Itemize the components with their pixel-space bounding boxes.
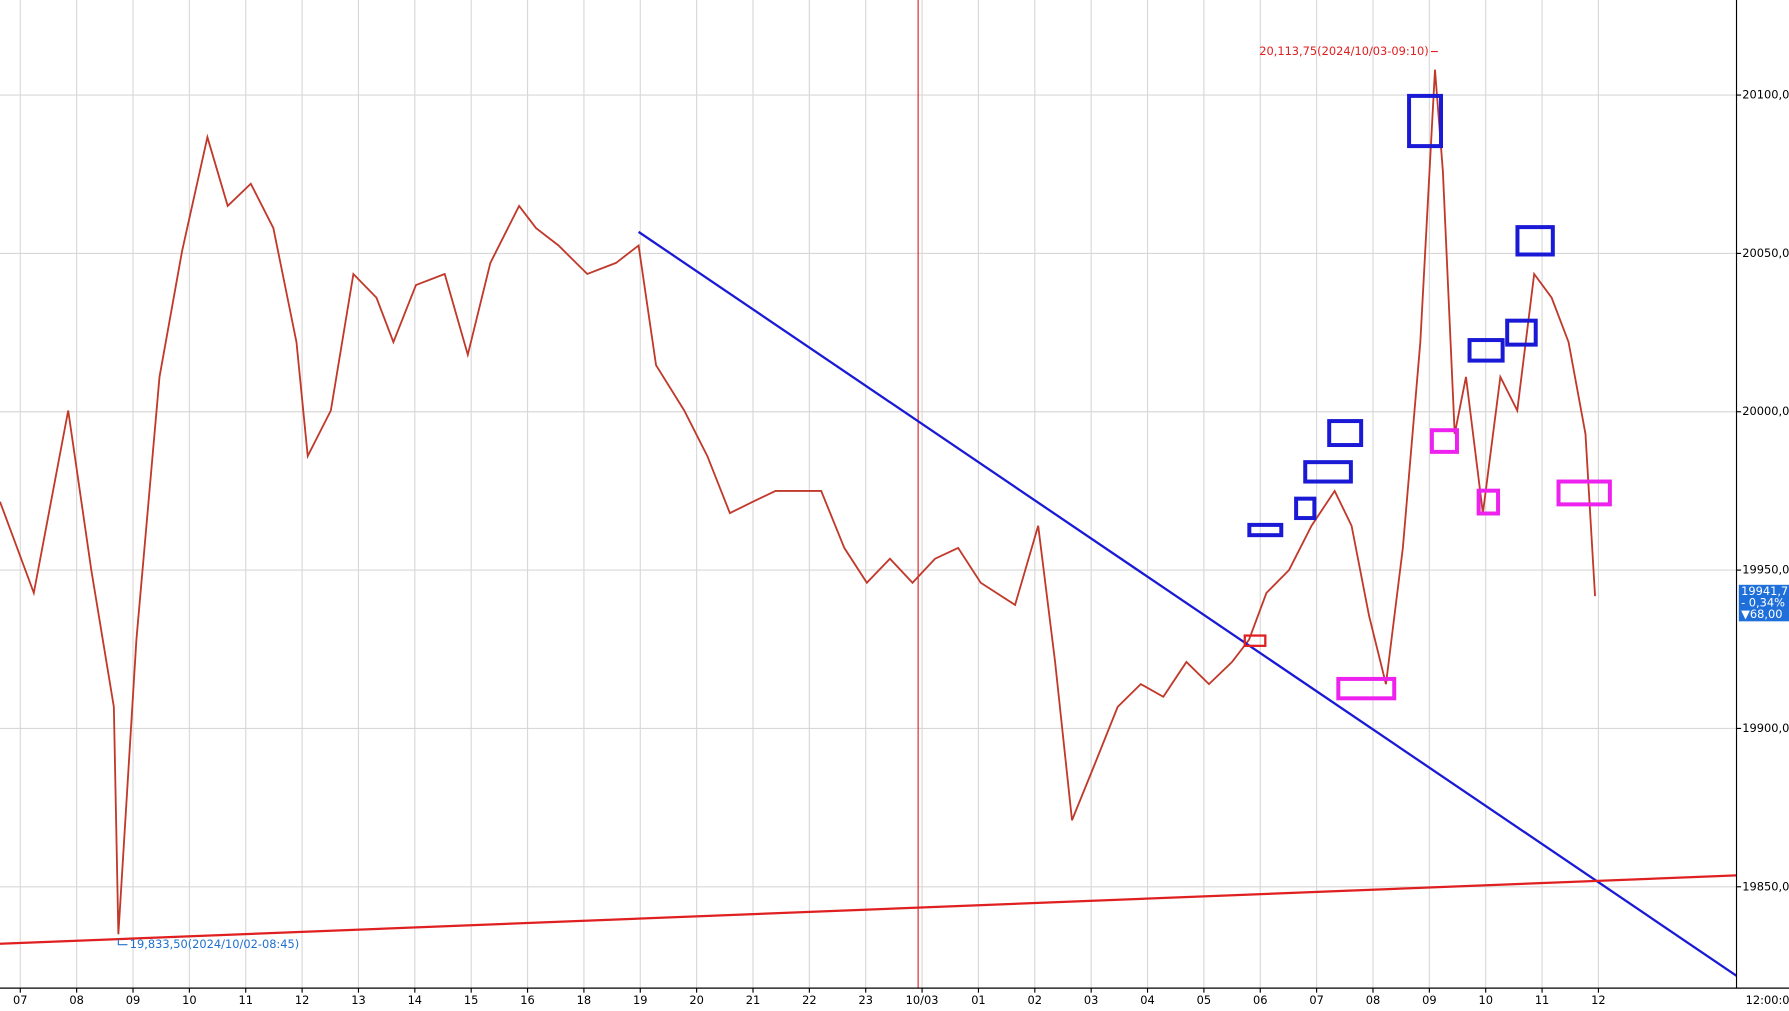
x-tick-label: 15 — [464, 993, 479, 1007]
box — [1327, 419, 1364, 448]
box — [1515, 225, 1555, 257]
x-tick-label: 09 — [126, 993, 141, 1007]
y-tick-label: 20000,00 — [1742, 404, 1789, 418]
trend-line — [0, 874, 1737, 945]
box — [1294, 496, 1317, 521]
x-tick-label: 07 — [1309, 993, 1324, 1007]
x-tick-label: 10 — [182, 993, 197, 1007]
box — [1247, 522, 1284, 538]
x-tick-label: 12 — [295, 993, 309, 1007]
x-tick-label: 08 — [1366, 993, 1381, 1007]
y-tick-label: 19850,00 — [1742, 879, 1789, 893]
x-tick-label: 02 — [1028, 993, 1043, 1007]
box — [1429, 428, 1459, 454]
box — [1303, 460, 1353, 484]
x-tick-label: 18 — [577, 993, 592, 1007]
x-tick-label: 14 — [408, 993, 423, 1007]
x-tick-label: 22 — [802, 993, 817, 1007]
annotation-leader — [117, 939, 128, 946]
last-price-box — [1738, 584, 1789, 622]
last-price: 19941,75 — [1741, 584, 1789, 598]
x-tick-label: 07 — [13, 993, 27, 1007]
x-tick-label: 10 — [1478, 993, 1493, 1007]
annotation: 19,833,50(2024/10/02-08:45) — [130, 937, 299, 951]
box — [1407, 93, 1444, 149]
x-tick-label: 12 — [1591, 993, 1606, 1007]
y-tick-label: 20100,00 — [1742, 88, 1789, 102]
x-tick-label: 09 — [1422, 993, 1437, 1007]
x-tick-label: 11 — [1535, 993, 1550, 1007]
x-tick-label: 11 — [238, 993, 253, 1007]
box — [1505, 318, 1538, 347]
x-tick-label: 21 — [746, 993, 761, 1007]
grid — [0, 0, 1737, 989]
y-tick-label: 19950,00 — [1742, 563, 1789, 577]
x-tick-label: 19 — [633, 993, 648, 1007]
x-tick-label: 05 — [1197, 993, 1212, 1007]
box — [1243, 634, 1267, 647]
annotation-boxes — [1243, 93, 1612, 701]
x-tick-label: 03 — [1084, 993, 1099, 1007]
x-tick-label: 10/03 — [906, 993, 939, 1007]
box — [1476, 488, 1501, 516]
x-tick-label: 08 — [69, 993, 84, 1007]
time-label: 12:00:00 — [1746, 993, 1789, 1007]
box — [1336, 676, 1397, 701]
x-tick-label: 23 — [858, 993, 873, 1007]
box — [1556, 479, 1612, 507]
annotation: 20,113,75(2024/10/03-09:10) — [1259, 44, 1428, 58]
price-line — [0, 69, 1596, 935]
plot-area — [0, 0, 1737, 988]
last-change: - 0,34% — [1741, 596, 1785, 610]
trend-line — [637, 230, 1738, 977]
x-tick-label: 16 — [520, 993, 535, 1007]
x-tick-label: 20 — [689, 993, 704, 1007]
last-diff: ▼68,00 — [1741, 607, 1782, 621]
x-tick-label: 01 — [971, 993, 986, 1007]
box — [1467, 338, 1505, 363]
y-tick-label: 20050,00 — [1742, 246, 1789, 260]
x-tick-label: 13 — [351, 993, 366, 1007]
x-tick-label: 04 — [1140, 993, 1155, 1007]
x-tick-label: 06 — [1253, 993, 1267, 1007]
y-tick-label: 19900,00 — [1742, 721, 1789, 735]
